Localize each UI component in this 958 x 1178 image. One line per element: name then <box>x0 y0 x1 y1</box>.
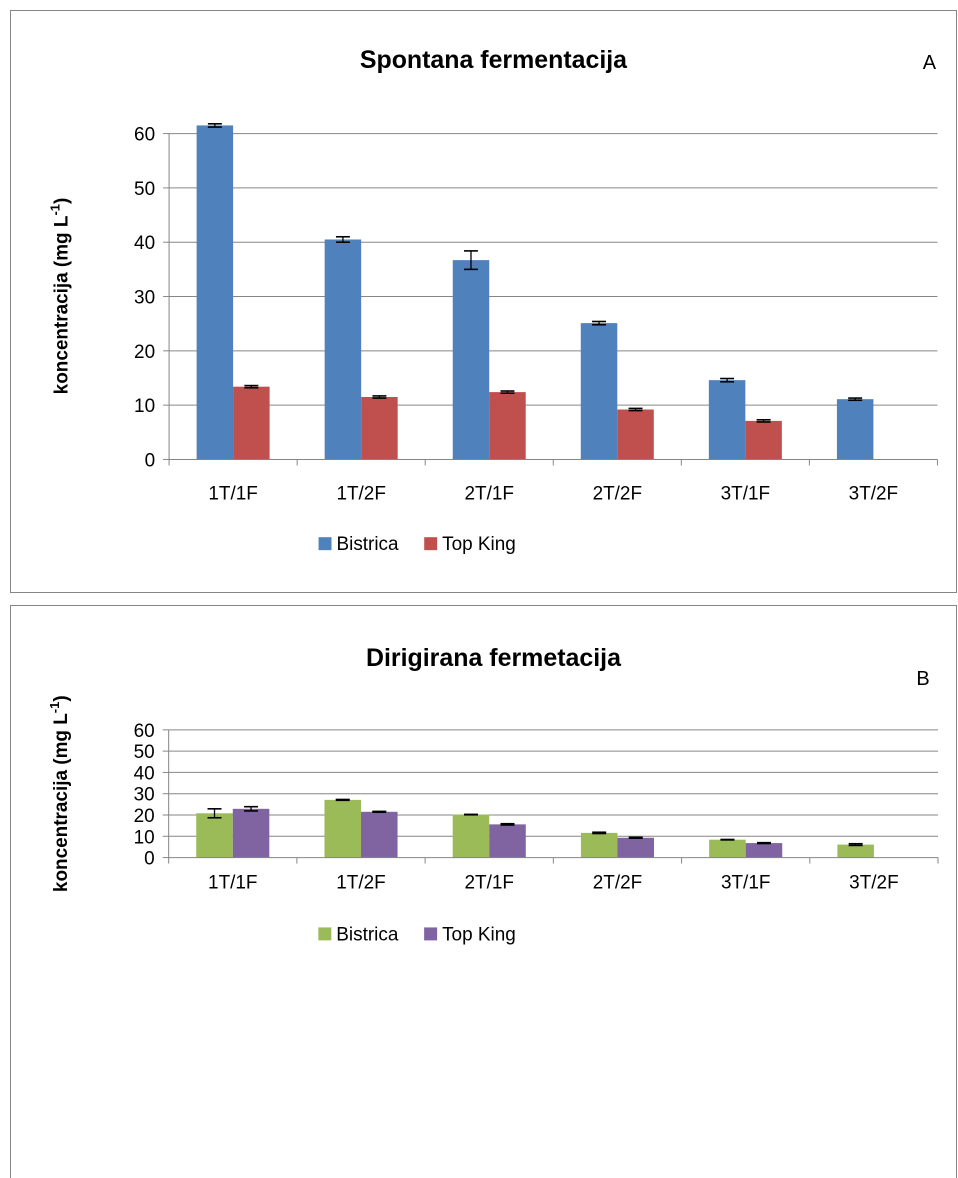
bar-bistrica <box>196 125 234 460</box>
bar-top-king <box>745 420 782 460</box>
chart-title: Dirigirana fermetacija <box>366 644 622 672</box>
y-axis-label-close: ) <box>51 695 72 701</box>
x-tick-label: 2T/2F <box>593 873 642 894</box>
y-axis-label-main: koncentracija (mg L <box>51 216 72 395</box>
legend-swatch-bistrica <box>318 537 332 551</box>
x-tick-label: 2T/2F <box>593 483 642 504</box>
bar-top-king <box>361 811 398 858</box>
bar-top-king <box>617 409 654 460</box>
y-axis-label-sup: -1 <box>47 702 62 714</box>
y-tick-label: 20 <box>134 342 155 363</box>
chart-a-svg: Spontana fermentacija A 0 10 20 30 40 50 60 konce… <box>47 46 938 555</box>
panel-letter: B <box>916 668 929 690</box>
x-tick-label: 3T/1F <box>721 873 770 894</box>
y-axis-label-sup: -1 <box>47 204 62 216</box>
bar-top-king <box>361 396 398 460</box>
x-tick-label: 1T/1F <box>208 873 257 894</box>
y-tick-label: 20 <box>134 806 155 827</box>
bar-bistrica <box>580 323 618 460</box>
bar-bistrica <box>836 399 874 460</box>
y-tick-label: 60 <box>134 721 155 742</box>
bar-bistrica <box>324 239 362 460</box>
bar-bistrica <box>580 832 618 858</box>
legend-label: Top King <box>442 534 516 555</box>
y-tick-label: 30 <box>134 287 155 308</box>
legend-swatch-top-king <box>424 537 438 551</box>
bar-bistrica <box>837 844 874 858</box>
y-tick-label: 10 <box>134 396 155 417</box>
y-axis-label: koncentracija (mg L-1) <box>47 695 72 892</box>
chart-panel-b: Dirigirana fermetacija B 0 10 20 30 40 50 60 konc… <box>10 605 957 1178</box>
bar-bistrica <box>196 813 233 858</box>
bar-bistrica <box>708 380 746 460</box>
bar-bistrica <box>709 839 746 858</box>
x-tick-label: 2T/1F <box>465 483 514 504</box>
legend-swatch-bistrica <box>318 927 332 941</box>
y-tick-label: 10 <box>134 827 155 848</box>
legend-label: Bistrica <box>336 924 399 945</box>
x-tick-label: 1T/2F <box>336 873 385 894</box>
bar-top-king <box>617 837 655 858</box>
y-tick-label: 0 <box>145 450 156 471</box>
bar-top-king <box>489 392 526 460</box>
bar-top-king <box>233 386 270 460</box>
x-tick-label: 1T/1F <box>208 483 257 504</box>
x-tick-label: 3T/2F <box>849 483 898 504</box>
y-axis-label-main: koncentracija (mg L <box>51 713 72 892</box>
y-tick-label: 50 <box>134 742 155 763</box>
chart-panel-a: Spontana fermentacija A 0 10 20 30 40 50 60 konce… <box>10 10 957 593</box>
y-tick-label: 40 <box>134 763 155 784</box>
legend-label: Bistrica <box>337 534 400 555</box>
legend-label: Top King <box>442 924 516 945</box>
legend-swatch-top-king <box>424 927 438 941</box>
y-tick-label: 40 <box>134 233 155 254</box>
y-axis-label: koncentracija (mg L-1) <box>47 198 72 395</box>
bar-top-king <box>745 843 783 858</box>
bar-bistrica <box>452 814 490 858</box>
y-axis-label-close: ) <box>51 198 72 204</box>
bar-bistrica <box>324 799 362 858</box>
x-tick-label: 3T/1F <box>721 483 770 504</box>
y-tick-label: 60 <box>134 125 155 146</box>
y-tick-label: 0 <box>144 849 155 870</box>
x-tick-label: 1T/2F <box>336 483 385 504</box>
y-tick-label: 30 <box>134 785 155 806</box>
x-tick-label: 3T/2F <box>849 873 898 894</box>
bar-top-king <box>232 808 270 858</box>
bar-top-king <box>489 824 526 858</box>
x-tick-label: 2T/1F <box>465 873 514 894</box>
chart-title: Spontana fermentacija <box>360 46 628 74</box>
bar-bistrica <box>452 260 490 460</box>
y-tick-label: 50 <box>134 179 155 200</box>
panel-letter: A <box>923 52 937 74</box>
